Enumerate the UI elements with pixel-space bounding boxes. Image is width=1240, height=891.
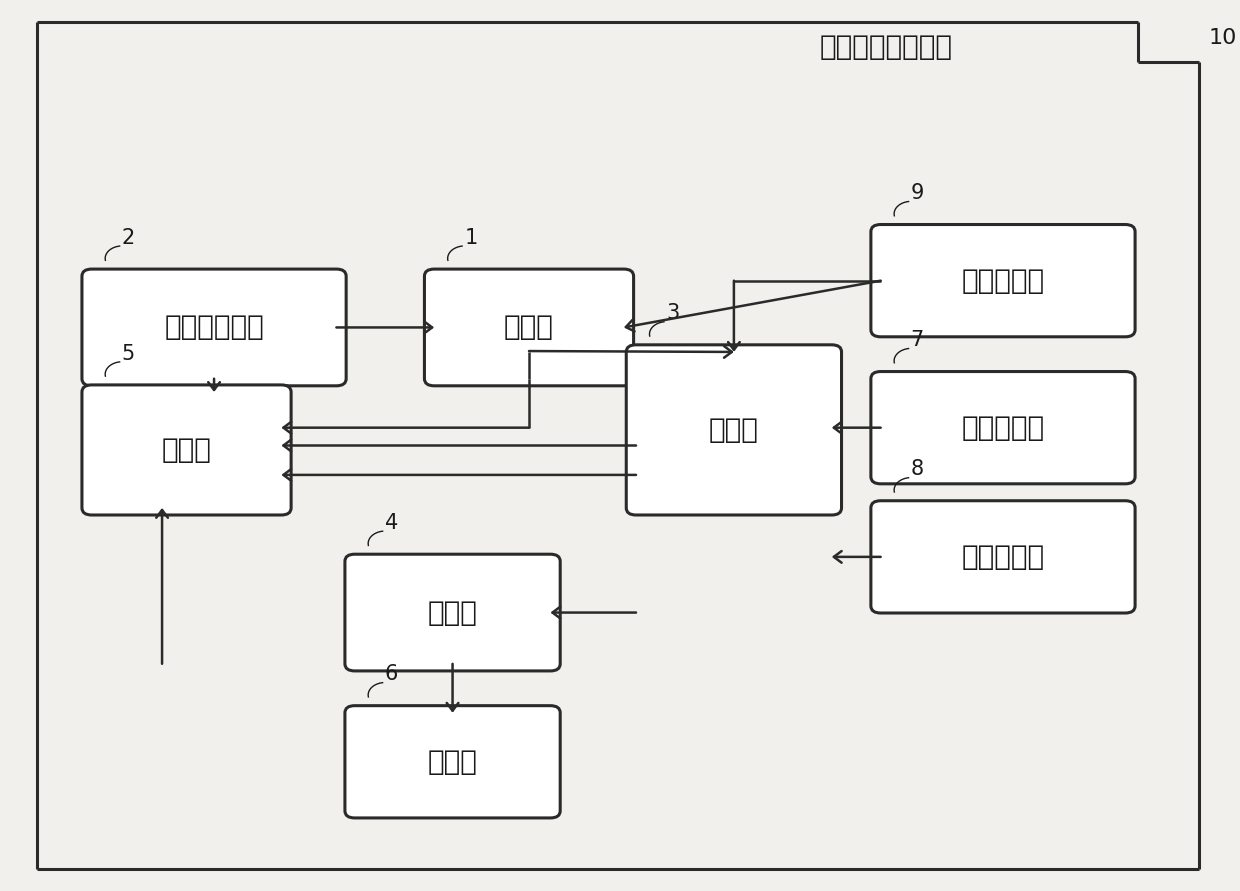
Text: 电气特性测量装置: 电气特性测量装置 [820,33,952,61]
Text: 7: 7 [910,331,924,350]
Text: 参考值设定部: 参考值设定部 [164,314,264,341]
FancyBboxPatch shape [345,554,560,671]
FancyBboxPatch shape [82,269,346,386]
Text: 存储部: 存储部 [161,436,212,464]
Text: 3: 3 [666,304,680,323]
FancyBboxPatch shape [870,225,1135,337]
Text: 试剂变更部: 试剂变更部 [961,413,1044,442]
Text: 样本制备部: 样本制备部 [961,543,1044,571]
Text: 2: 2 [122,228,135,248]
Text: 9: 9 [910,184,924,203]
FancyBboxPatch shape [626,345,842,515]
Text: 6: 6 [384,665,398,684]
Text: 5: 5 [122,344,135,364]
FancyBboxPatch shape [870,501,1135,613]
FancyBboxPatch shape [870,372,1135,484]
Text: 评估部: 评估部 [428,599,477,626]
Text: 10: 10 [1209,28,1236,48]
Text: 1: 1 [464,228,477,248]
FancyBboxPatch shape [345,706,560,818]
Text: 8: 8 [911,460,924,479]
FancyBboxPatch shape [82,385,291,515]
Text: 显示部: 显示部 [428,748,477,776]
Text: 测量部: 测量部 [709,416,759,444]
Text: 4: 4 [384,513,398,533]
Text: 装置设定部: 装置设定部 [961,266,1044,295]
FancyBboxPatch shape [424,269,634,386]
Text: 判定部: 判定部 [505,314,554,341]
